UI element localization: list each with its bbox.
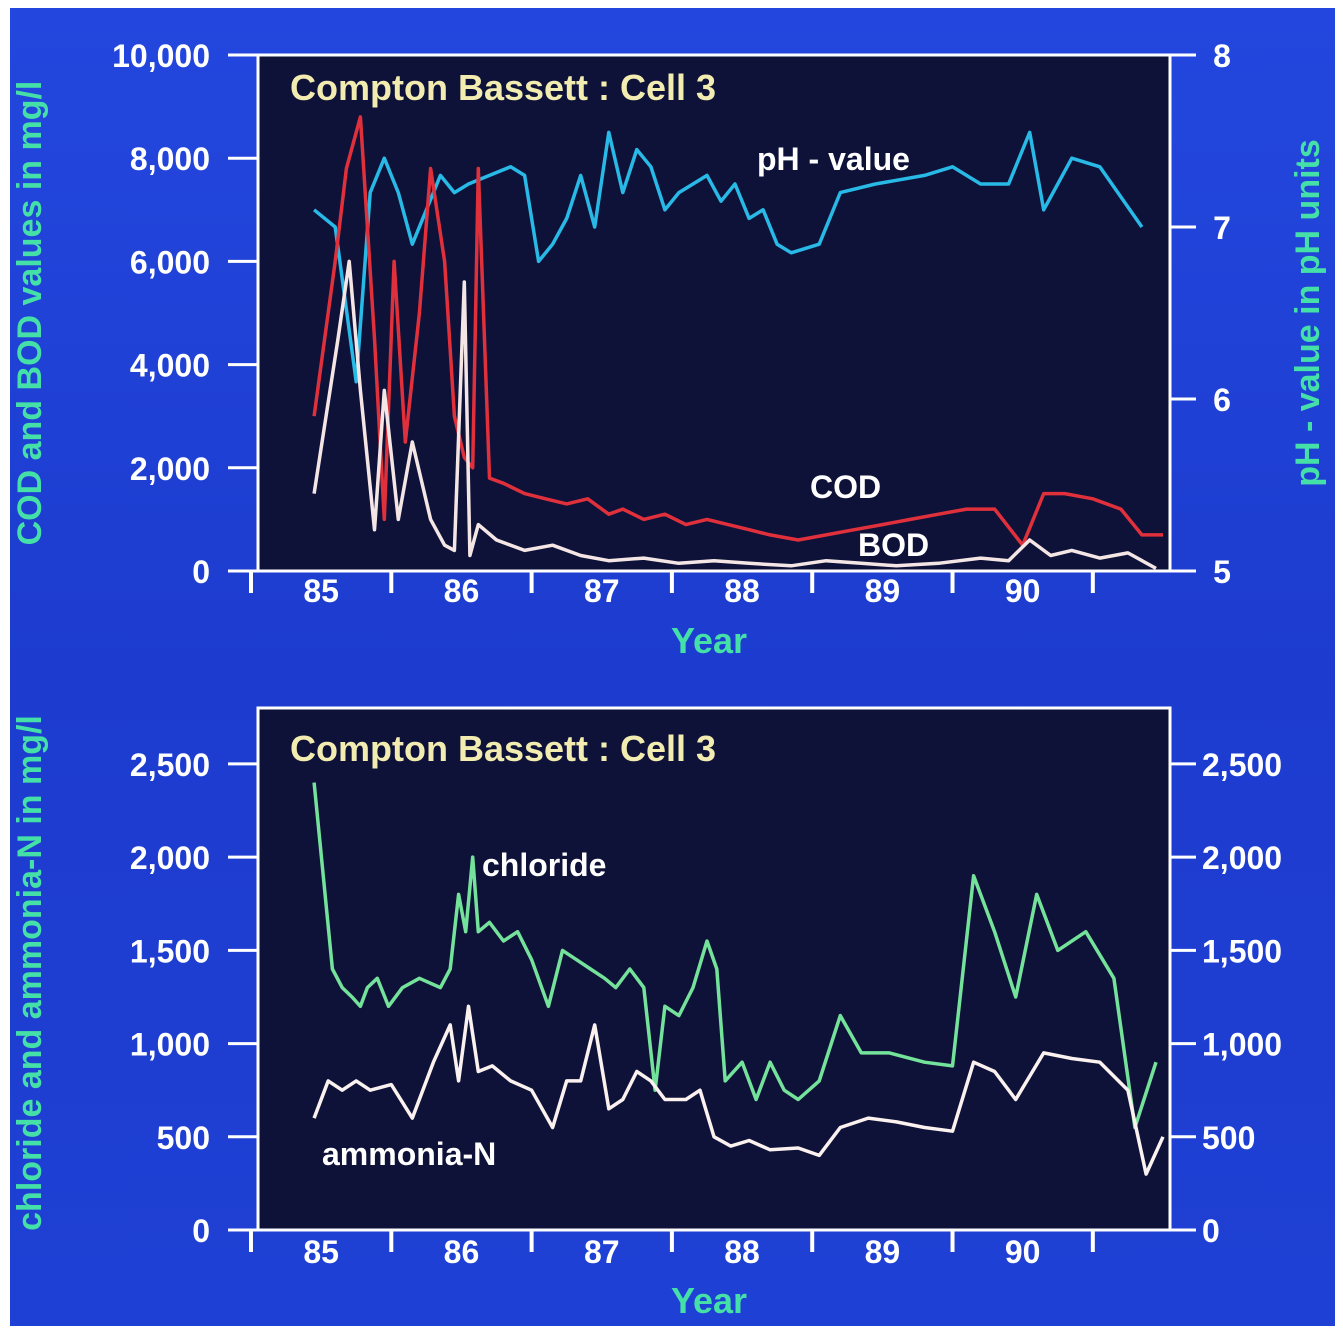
series-line-cod: [312, 115, 1163, 547]
y-tick-label: 2,000: [130, 451, 210, 487]
series-label: ammonia-N: [322, 1136, 496, 1172]
series-label: chloride: [482, 847, 606, 883]
x-tick-label: 88: [724, 573, 760, 609]
series-line-chloride: [312, 782, 1158, 1130]
y-right-tick-label: 2,500: [1202, 747, 1282, 783]
y-axis-title: COD and BOD values in mg/l: [11, 81, 49, 546]
y-right-tick-label: 8: [1213, 38, 1231, 74]
y-tick-label: 6,000: [130, 244, 210, 280]
series-label: pH - value: [757, 141, 910, 177]
x-tick-label: 90: [1005, 573, 1041, 609]
x-tick-label: 87: [584, 1234, 620, 1270]
y-tick-label: 2,000: [130, 840, 210, 876]
y-right-tick-label: 0: [1202, 1213, 1220, 1249]
y-tick-label: 1,500: [130, 933, 210, 969]
y-right-tick-label: 1,000: [1202, 1027, 1282, 1063]
x-tick-label: 86: [444, 573, 480, 609]
y-right-tick-label: 2,000: [1202, 840, 1282, 876]
series-label: COD: [810, 469, 881, 505]
chart-title: Compton Bassett : Cell 3: [290, 67, 716, 108]
chart-title: Compton Bassett : Cell 3: [290, 728, 716, 769]
series-line-ammonia-n: [312, 1004, 1165, 1176]
x-tick-label: 87: [584, 573, 620, 609]
y-tick-label: 0: [192, 1213, 210, 1249]
plot-frame: [256, 53, 1172, 573]
series-line-ph-value: [312, 130, 1144, 384]
y-right-tick-label: 7: [1213, 210, 1231, 246]
chart-panel-2: 2,500 2,000 1,500 1,000 500 0 2,500 2,000 1,500 1…: [11, 706, 1282, 1321]
x-axis-title: Year: [671, 620, 747, 661]
plot-area: [258, 55, 1170, 571]
y-right-axis-title: pH - value in pH units: [1289, 139, 1327, 487]
y-axis-title: chloride and ammonia-N in mg/l: [11, 715, 49, 1231]
y-right-tick-label: 5: [1213, 554, 1231, 590]
y-tick-label: 1,000: [130, 1027, 210, 1063]
y-tick-label: 4,000: [130, 348, 210, 384]
y-right-tick-label: 6: [1213, 382, 1231, 418]
series-label: BOD: [858, 527, 929, 563]
x-tick-label: 89: [865, 1234, 901, 1270]
x-tick-label: 88: [724, 1234, 760, 1270]
series-line-bod: [312, 259, 1157, 570]
slide-background: 10,000 8,000 6,000 4,000 2,000 0 8 7 6 5 85 86 87 88 8…: [10, 8, 1335, 1326]
x-tick-label: 86: [444, 1234, 480, 1270]
y-tick-label: 10,000: [112, 38, 210, 74]
x-tick-label: 90: [1005, 1234, 1041, 1270]
y-tick-label: 8,000: [130, 141, 210, 177]
y-tick-label: 2,500: [130, 747, 210, 783]
plot-frame: [256, 706, 1172, 1232]
y-tick-label: 0: [192, 554, 210, 590]
y-right-tick-label: 1,500: [1202, 933, 1282, 969]
x-axis-title: Year: [671, 1280, 747, 1321]
x-tick-label: 89: [865, 573, 901, 609]
y-right-tick-label: 500: [1202, 1120, 1255, 1156]
plot-area: [258, 708, 1170, 1230]
y-tick-label: 500: [157, 1120, 210, 1156]
x-tick-label: 85: [303, 1234, 339, 1270]
x-tick-label: 85: [303, 573, 339, 609]
